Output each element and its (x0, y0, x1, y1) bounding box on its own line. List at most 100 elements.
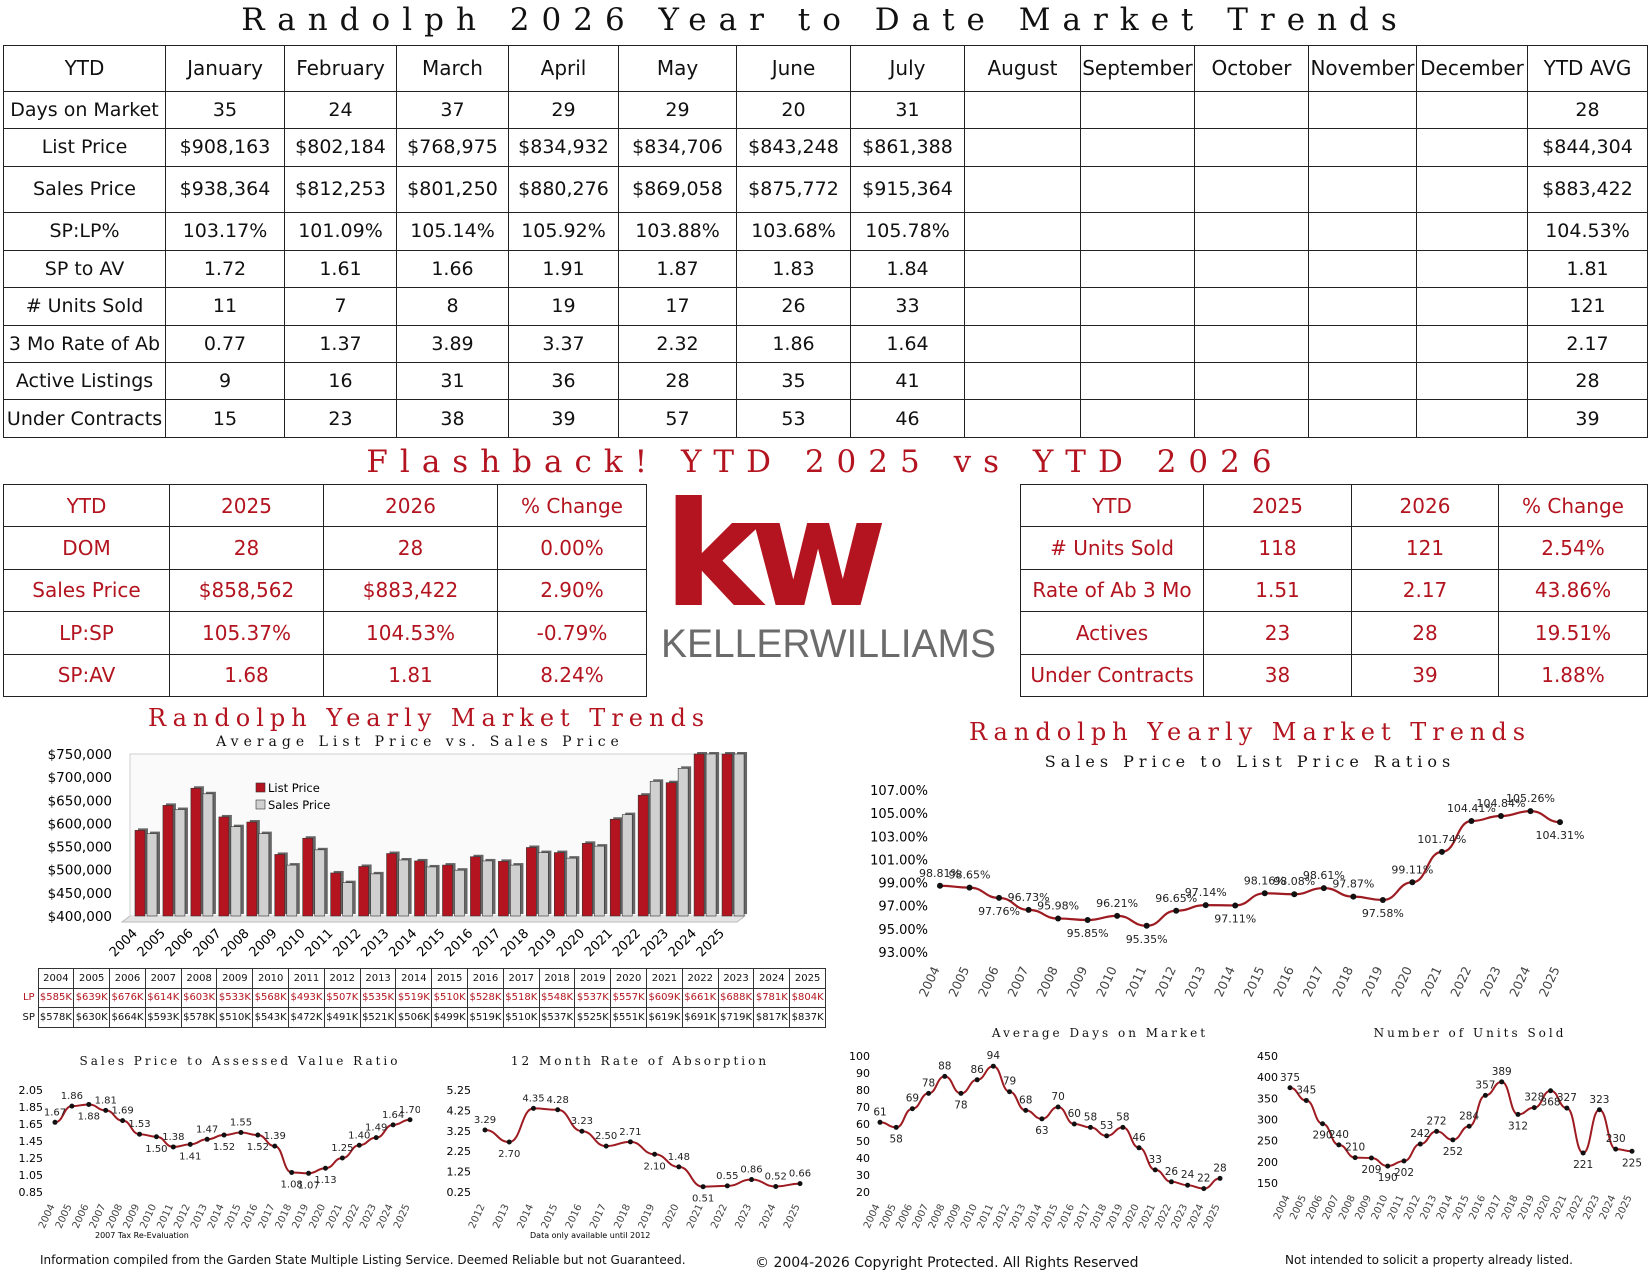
x-tick-label: 2022 (610, 926, 644, 960)
sp-cell: $510K (216, 1007, 254, 1028)
table-cell: 1.61 (284, 249, 397, 289)
column-header: % Change (497, 483, 647, 528)
data-point (137, 1131, 143, 1137)
sales-price-bar (314, 849, 326, 917)
data-point (120, 1118, 126, 1124)
table-row: Under Contracts 38 39 1.88% (1020, 653, 1648, 698)
series-line (484, 1107, 801, 1188)
sp-cell: $551K (610, 1007, 648, 1028)
year-cell: 2019 (574, 968, 612, 989)
x-tick-label: 2016 (564, 1203, 585, 1231)
x-tick-label: 2025 (782, 1203, 803, 1231)
data-label: 1.40 (348, 1130, 370, 1141)
data-point (1168, 1179, 1174, 1185)
table-cell (1080, 399, 1195, 438)
table-cell: $843,248 (736, 128, 851, 167)
data-point (322, 1165, 328, 1171)
table-cell: 57 (618, 399, 737, 438)
data-point (958, 1090, 964, 1096)
y-tick-label: 1.25 (19, 1152, 44, 1165)
table-cell: $802,184 (284, 128, 397, 167)
table-cell: 11 (165, 287, 285, 326)
row-label: SP (22, 1012, 35, 1024)
list-price-bar (246, 821, 258, 917)
lp-cell: $537K (574, 987, 612, 1009)
list-price-bar (218, 816, 230, 917)
year-cell: 2004 (37, 968, 75, 989)
table-cell: 16 (284, 361, 397, 401)
table-cell (1194, 212, 1309, 251)
column-header: August (964, 45, 1081, 92)
table-cell: 1.51 (1203, 568, 1352, 613)
table-cell: 29 (618, 90, 737, 130)
data-point (937, 882, 943, 889)
table-row: List Price $908,163 $802,184 $768,975 $834,9… (3, 128, 1648, 167)
x-tick-label: 2013 (358, 926, 392, 960)
sp-cell: $817K (753, 1007, 791, 1028)
data-label: 95.98% (1037, 900, 1079, 913)
data-point (1007, 1089, 1013, 1095)
sp-cell: $664K (109, 1007, 146, 1028)
y-tick-label: 101.00% (870, 853, 928, 868)
y-tick-label: 105.00% (870, 807, 928, 822)
keller-williams-wordmark: KELLERWILLIAMS (661, 622, 996, 666)
list-price-bar (302, 837, 314, 917)
data-label: 3.29 (474, 1115, 496, 1126)
data-label: 94 (987, 1050, 1001, 1062)
data-label: 95.85% (1067, 927, 1109, 940)
table-cell: $861,388 (850, 128, 965, 167)
lp-cell: $510K (431, 987, 469, 1009)
x-tick-label: 2012 (467, 1203, 488, 1231)
data-point (1287, 1085, 1293, 1091)
data-label: 1.69 (111, 1106, 133, 1117)
table-cell (1416, 90, 1528, 130)
data-label: 78 (922, 1077, 935, 1089)
data-point (1417, 1141, 1423, 1147)
row-label: Sales Price (3, 165, 166, 214)
table-cell: $869,058 (618, 165, 737, 214)
row-label: Sales Price (3, 568, 170, 613)
y-tick-label: $550,000 (48, 840, 112, 856)
data-point (966, 884, 973, 891)
column-header: November (1308, 45, 1417, 92)
y-tick-label: 0.25 (447, 1186, 472, 1199)
list-price-bar (330, 872, 341, 917)
column-header: % Change (1498, 483, 1648, 528)
data-point (221, 1132, 227, 1138)
y-tick-label: 4.25 (447, 1104, 472, 1117)
data-point (1548, 1088, 1554, 1094)
ytd-avg-cell: $844,304 (1527, 128, 1648, 167)
year-cell: 2018 (538, 968, 576, 989)
table-cell: 38 (1203, 653, 1352, 698)
sp-cell: $578K (180, 1007, 218, 1028)
table-cell: 1.87 (618, 249, 737, 289)
sp-cell: $537K (538, 1007, 576, 1028)
sp-cell: $543K (252, 1007, 290, 1028)
table-cell (1080, 212, 1195, 251)
data-point (1499, 1079, 1505, 1085)
table-cell: $875,772 (736, 165, 851, 214)
data-label: 2.50 (595, 1131, 617, 1142)
data-point (1368, 1155, 1374, 1161)
y-tick-label: $600,000 (48, 816, 112, 832)
column-header: October (1194, 45, 1309, 92)
table-cell (964, 212, 1081, 251)
data-point (773, 1183, 779, 1189)
table-cell (1194, 165, 1309, 214)
x-tick-label: 2013 (491, 1203, 512, 1231)
data-label: 242 (1410, 1128, 1430, 1140)
data-label: 225 (1622, 1157, 1642, 1169)
lp-cell: $548K (538, 987, 576, 1009)
y-tick-label: 40 (856, 1152, 870, 1165)
table-cell: 36 (508, 361, 619, 401)
list-price-bar (470, 856, 481, 917)
x-tick-label: 2021 (582, 926, 616, 960)
x-tick-label: 2023 (638, 926, 672, 960)
table-row: DOM 28 28 0.00% (3, 526, 647, 570)
data-label: 345 (1296, 1084, 1316, 1096)
ytd-avg-cell: 28 (1527, 361, 1648, 401)
data-label: 1.48 (668, 1152, 690, 1163)
data-point (1434, 1128, 1440, 1134)
sales-price-bar (538, 852, 549, 917)
table-cell: 1.64 (850, 324, 965, 363)
